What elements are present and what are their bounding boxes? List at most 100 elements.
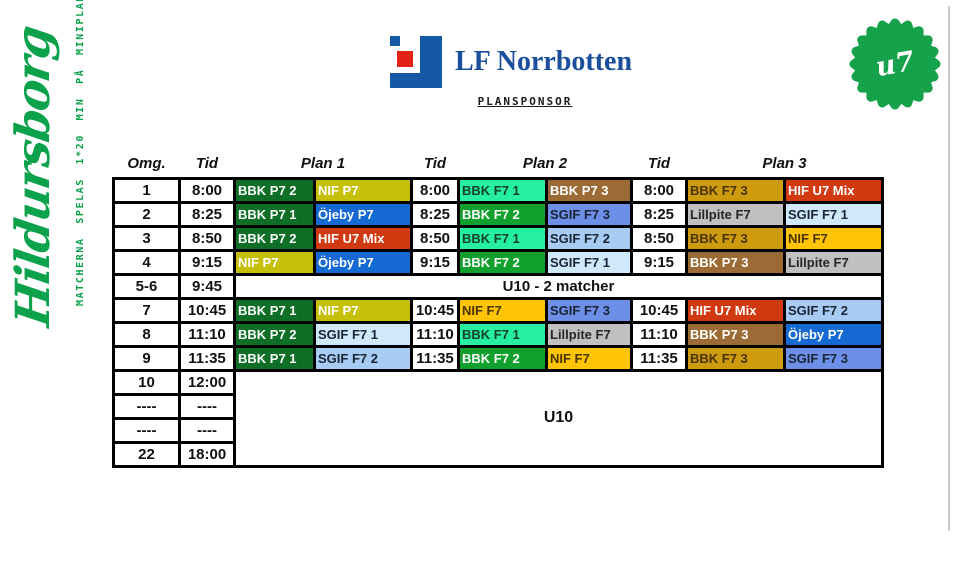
time-cell: ---- [178, 416, 236, 444]
team-cell: BBK F7 1 [457, 320, 548, 348]
time-cell: 8:00 [178, 176, 236, 204]
team-cell: SGIF F7 2 [783, 296, 884, 324]
time-cell: 11:35 [178, 344, 236, 372]
team-cell: Lillpite F7 [685, 200, 786, 228]
team-cell: BBK F7 3 [685, 176, 786, 204]
team-cell: Öjeby P7 [313, 248, 413, 276]
team-cell: NIF P7 [233, 248, 316, 276]
team-cell: BBK P7 1 [233, 344, 316, 372]
column-header: Omg. [127, 154, 166, 172]
round-cell: 2 [112, 200, 181, 228]
schedule-row: ---- ---- [112, 416, 883, 444]
time-cell: 9:45 [178, 272, 236, 300]
schedule-row: 10 12:00 U10 [112, 368, 884, 468]
time-cell: 9:15 [630, 248, 688, 276]
team-cell: BBK F7 1 [457, 224, 548, 252]
time-cell: 12:00 [178, 368, 236, 396]
sponsor-name: LF Norrbotten [455, 46, 633, 77]
team-cell: BBK F7 2 [457, 344, 548, 372]
round-cell: 5-6 [112, 272, 181, 300]
team-cell: SGIF F7 1 [313, 320, 413, 348]
column-header: Tid [647, 154, 671, 172]
round-cell: 8 [112, 320, 181, 348]
time-cell: 11:35 [630, 344, 688, 372]
team-cell: NIF F7 [545, 344, 633, 372]
lf-logo-icon [390, 36, 442, 88]
time-cell: 11:10 [178, 320, 236, 348]
column-header: Plan 2 [522, 154, 568, 172]
team-cell: SGIF F7 3 [545, 200, 633, 228]
round-cell: ---- [112, 416, 181, 444]
team-cell: BBK P7 1 [233, 200, 316, 228]
team-cell: NIF F7 [457, 296, 548, 324]
team-cell: SGIF F7 3 [545, 296, 633, 324]
column-header: Tid [195, 154, 219, 172]
schedule-row: 7 10:45 BBK P7 1 NIF P7 10:45 NIF F7 SGIF F7 3… [112, 296, 884, 324]
team-cell: BBK P7 2 [233, 176, 316, 204]
schedule-row: ---- ---- [112, 392, 883, 420]
time-cell: 8:50 [178, 224, 236, 252]
team-cell: NIF P7 [313, 176, 413, 204]
time-cell: 8:25 [410, 200, 460, 228]
time-cell: 11:35 [410, 344, 460, 372]
team-cell: Lillpite F7 [783, 248, 884, 276]
team-cell: SGIF F7 2 [545, 224, 633, 252]
column-header: Plan 1 [300, 154, 346, 172]
sponsor-block: LF Norrbotten PLANSPONSOR [390, 36, 632, 108]
team-cell: BBK P7 1 [233, 296, 316, 324]
schedule-row: 4 9:15 NIF P7 Öjeby P7 9:15 BBK F7 2 SGIF F7 1… [112, 248, 884, 276]
round-cell: 3 [112, 224, 181, 252]
team-cell: Öjeby P7 [783, 320, 884, 348]
team-cell: HIF U7 Mix [313, 224, 413, 252]
team-cell: BBK F7 1 [457, 176, 548, 204]
gear-seal-icon [849, 18, 941, 110]
team-cell: SGIF F7 2 [313, 344, 413, 372]
time-cell: ---- [178, 392, 236, 420]
venue-title: Hildursborg [6, 23, 61, 330]
round-cell: 9 [112, 344, 181, 372]
team-cell: BBK P7 2 [233, 224, 316, 252]
round-cell: 10 [112, 368, 181, 396]
badge-text: u7 [873, 45, 917, 83]
round-cell: 7 [112, 296, 181, 324]
block-cell: U10 [233, 368, 884, 468]
table-header-row: Omg. Tid Plan 1 Tid Plan 2 Tid Plan 3 [114, 150, 883, 178]
schedule-row: 5-6 9:45 U10 - 2 matcher [112, 272, 884, 300]
page-edge-divider [948, 6, 950, 531]
team-cell: Lillpite F7 [545, 320, 633, 348]
u7-badge: u7 [845, 14, 945, 114]
schedule-row: 3 8:50 BBK P7 2 HIF U7 Mix 8:50 BBK F7 1 SGIF … [112, 224, 884, 252]
time-cell: 8:00 [410, 176, 460, 204]
team-cell: BBK P7 3 [685, 320, 786, 348]
schedule-row: 2 8:25 BBK P7 1 Öjeby P7 8:25 BBK F7 2 SGIF F7… [112, 200, 884, 228]
time-cell: 8:25 [178, 200, 236, 228]
lf-logo-red-square [397, 51, 413, 67]
time-cell: 18:00 [178, 440, 236, 468]
team-cell: BBK P7 2 [233, 320, 316, 348]
sponsor-label: PLANSPONSOR [477, 95, 573, 108]
team-cell: BBK F7 3 [685, 224, 786, 252]
round-cell: 22 [112, 440, 181, 468]
team-cell: NIF P7 [313, 296, 413, 324]
time-cell: 9:15 [178, 248, 236, 276]
column-header: Tid [423, 154, 447, 172]
team-cell: SGIF F7 1 [545, 248, 633, 276]
time-cell: 10:45 [410, 296, 460, 324]
time-cell: 9:15 [410, 248, 460, 276]
column-header: Plan 3 [762, 154, 807, 172]
team-cell: BBK F7 2 [457, 248, 548, 276]
team-cell: NIF F7 [783, 224, 884, 252]
team-cell: SGIF F7 3 [783, 344, 884, 372]
team-cell: BBK F7 3 [685, 344, 786, 372]
schedule-row: 8 11:10 BBK P7 2 SGIF F7 1 11:10 BBK F7 1 Lill… [112, 320, 884, 348]
banner-note: MATCHERNA SPELAS 1*20 MIN PÅ MINIPLAN [75, 0, 86, 306]
team-cell: BBK F7 2 [457, 200, 548, 228]
time-cell: 10:45 [178, 296, 236, 324]
schedule-table: Omg. Tid Plan 1 Tid Plan 2 Tid Plan 3 1 8:00 BBK… [112, 150, 884, 468]
team-cell: BBK P7 3 [545, 176, 633, 204]
schedule-row: 22 18:00 [112, 440, 883, 468]
time-cell: 8:00 [630, 176, 688, 204]
round-cell: 1 [112, 176, 181, 204]
